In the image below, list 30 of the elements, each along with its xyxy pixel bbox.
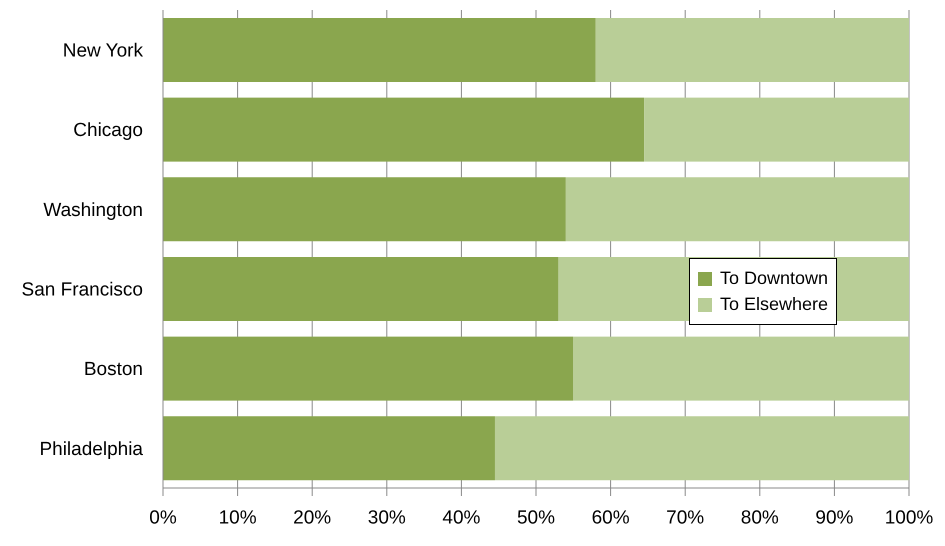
y-tick-label: New York [62, 40, 144, 62]
y-tick-label: San Francisco [22, 280, 143, 301]
x-tick-label: 50% [516, 507, 556, 528]
y-tick-label: Boston [84, 359, 143, 380]
bar [566, 177, 909, 242]
x-tick-label: 100% [884, 507, 934, 528]
y-tick-label: Washington [43, 200, 143, 221]
bar [573, 336, 909, 401]
bar [163, 336, 574, 401]
bar [644, 98, 909, 162]
bar [163, 177, 566, 242]
bar [596, 18, 909, 82]
x-tick-label: 80% [740, 507, 779, 528]
bar [163, 18, 596, 82]
y-tick-label: Chicago [73, 120, 143, 142]
x-tick-label: 20% [293, 507, 332, 528]
x-tick-label: 0% [149, 507, 177, 528]
y-tick-label: Philadelphia [39, 438, 144, 460]
x-tick-label: 60% [592, 507, 630, 528]
bar [163, 256, 558, 321]
legend-label: To Elsewhere [720, 294, 828, 315]
bar [494, 416, 909, 480]
x-tick-label: 30% [368, 507, 406, 528]
bar [163, 98, 644, 162]
legend-label: To Downtown [720, 268, 828, 289]
bar [163, 416, 495, 480]
x-tick-label: 70% [666, 507, 704, 528]
x-tick-label: 10% [218, 507, 257, 528]
x-tick-label: 40% [442, 507, 481, 528]
x-tick-label: 90% [815, 507, 854, 528]
